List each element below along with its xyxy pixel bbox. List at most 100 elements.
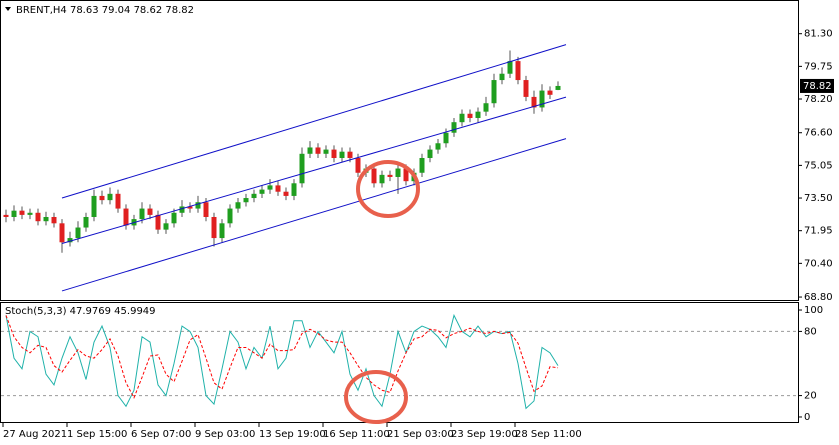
- x-tick-label: 27 Aug 2021: [3, 429, 67, 440]
- candle-body: [27, 212, 33, 215]
- candle-body: [115, 193, 121, 209]
- price-title: BRENT,H4 78.63 79.04 78.62 78.82: [16, 5, 194, 16]
- candle-body: [515, 61, 521, 81]
- candle-body: [459, 113, 465, 123]
- highlight-circle: [344, 370, 408, 424]
- x-tick-label: 13 Sep 19:00: [259, 429, 326, 440]
- candle-body: [283, 191, 289, 196]
- trend-line: [61, 138, 567, 292]
- y-tick-label: 71.95: [804, 226, 833, 237]
- stoch-line: [5, 315, 559, 399]
- candle-body: [139, 208, 145, 220]
- y-tick-label: 76.60: [804, 128, 833, 139]
- stoch-title: Stoch(5,3,3) 47.9769 45.9949: [5, 306, 156, 317]
- candle-body: [467, 113, 473, 118]
- x-tick-label: 21 Sep 03:00: [387, 429, 454, 440]
- candle-body: [107, 193, 113, 201]
- candle-body: [35, 212, 41, 222]
- candle-body: [339, 151, 345, 159]
- candle-body: [355, 158, 361, 173]
- y-tick-label: 100: [804, 305, 823, 316]
- candle-body: [475, 111, 481, 118]
- candle-body: [83, 216, 89, 228]
- y-tick-label: 80: [804, 326, 817, 337]
- candle-body: [187, 206, 193, 209]
- candle-body: [531, 96, 537, 108]
- candle-body: [267, 185, 273, 190]
- candle-body: [11, 210, 17, 217]
- candle-body: [331, 149, 337, 159]
- candle-body: [347, 151, 353, 159]
- candle-body: [147, 208, 153, 215]
- candle-body: [59, 223, 65, 243]
- candle-body: [235, 202, 241, 209]
- candle-body: [539, 90, 545, 108]
- candle-body: [507, 61, 513, 74]
- candle-body: [179, 206, 185, 213]
- current-price-box: [800, 78, 834, 93]
- candle-body: [315, 147, 321, 154]
- candle-body: [195, 202, 201, 209]
- candle-body: [243, 198, 249, 203]
- candle-body: [379, 174, 385, 184]
- candle-body: [395, 168, 401, 177]
- candle-body: [387, 174, 393, 177]
- candle-body: [307, 147, 313, 154]
- y-tick-label: 20: [804, 391, 817, 402]
- candle-body: [3, 214, 9, 217]
- candle-body: [435, 143, 441, 150]
- candle-body: [523, 80, 529, 97]
- candle-body: [555, 85, 561, 90]
- candle-body: [291, 183, 297, 196]
- y-tick-label: 73.50: [804, 193, 833, 204]
- candle-body: [155, 214, 161, 230]
- candle-body: [219, 223, 225, 239]
- candle-body: [51, 216, 57, 224]
- candle-body: [451, 122, 457, 133]
- menu-arrow: [5, 7, 11, 11]
- x-tick-label: 16 Sep 11:00: [323, 429, 390, 440]
- x-tick-label: 1 Sep 15:00: [67, 429, 127, 440]
- highlight-circle: [356, 160, 420, 218]
- candle-body: [259, 189, 265, 194]
- candle-body: [163, 223, 169, 230]
- candle-body: [371, 168, 377, 184]
- trend-line: [61, 96, 567, 245]
- price-panel: [0, 0, 799, 301]
- candle-body: [275, 185, 281, 192]
- candle-body: [43, 216, 49, 222]
- candle-body: [251, 193, 257, 199]
- candle-body: [75, 227, 81, 239]
- candle-body: [19, 210, 25, 215]
- candle-body: [227, 208, 233, 224]
- candle-body: [323, 149, 329, 154]
- trend-line: [61, 44, 567, 199]
- x-tick-label: 28 Sep 11:00: [515, 429, 582, 440]
- candle-body: [171, 212, 177, 224]
- candle-body: [99, 195, 105, 201]
- candle-body: [91, 195, 97, 217]
- candle-body: [547, 90, 553, 95]
- candle-body: [427, 149, 433, 159]
- current-price-label: 78.82: [803, 81, 832, 92]
- candle-body: [403, 168, 409, 182]
- x-tick-label: 23 Sep 19:00: [451, 429, 518, 440]
- y-tick-label: 78.20: [804, 94, 833, 105]
- candle-body: [67, 238, 73, 243]
- candle-body: [443, 132, 449, 144]
- x-tick-label: 9 Sep 03:00: [195, 429, 255, 440]
- candle-body: [483, 103, 489, 112]
- y-tick-label: 0: [804, 412, 810, 423]
- candle-body: [123, 208, 129, 226]
- candle-body: [299, 153, 305, 184]
- candle-body: [419, 158, 425, 173]
- stoch-line: [5, 313, 559, 410]
- stoch-panel: [0, 302, 799, 423]
- candle-body: [203, 202, 209, 217]
- x-tick-label: 6 Sep 07:00: [131, 429, 191, 440]
- y-tick-label: 81.30: [804, 29, 833, 40]
- candle-body: [491, 80, 497, 104]
- candle-body: [211, 216, 217, 239]
- y-tick-label: 75.05: [804, 160, 833, 171]
